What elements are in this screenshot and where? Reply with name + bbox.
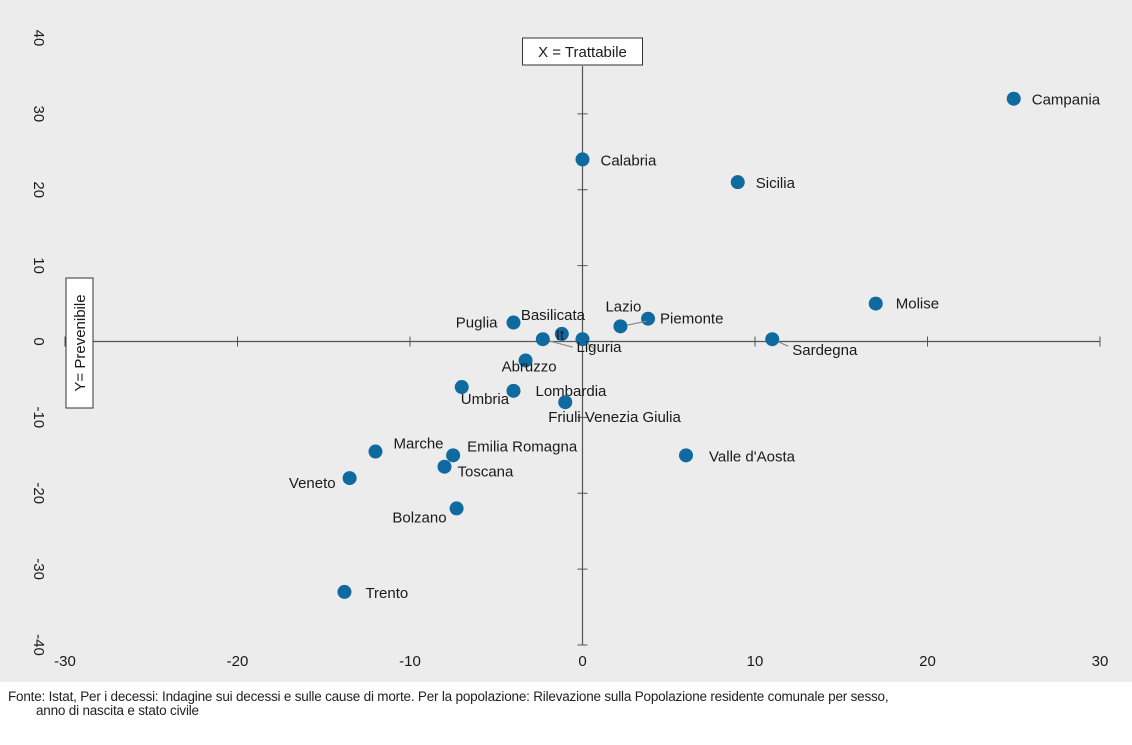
point-lazio (613, 319, 628, 334)
point-calabria (575, 152, 590, 167)
point-puglia (506, 315, 521, 330)
point-label-lombardia: Lombardia (536, 383, 608, 400)
point-molise (868, 296, 883, 311)
point-umbria (454, 380, 469, 395)
point-veneto (342, 471, 357, 486)
point-label-veneto: Veneto (289, 475, 336, 492)
point-sardegna (765, 332, 780, 347)
y-tick-label: 0 (30, 337, 47, 345)
x-tick-label: -10 (399, 653, 421, 670)
point-label-bolzano: Bolzano (392, 509, 446, 526)
y-tick-label: 20 (30, 181, 47, 198)
point-label-calabria: Calabria (601, 152, 658, 169)
point-emilia-romagna (446, 448, 461, 463)
point-label-it: It (556, 327, 565, 344)
point-label-emilia-romagna: Emilia Romagna (467, 438, 578, 455)
point-lombardia (506, 383, 521, 398)
point-label-sardegna: Sardegna (792, 342, 858, 359)
y-axis-title-box (65, 277, 94, 409)
x-tick-label: 30 (1092, 653, 1109, 670)
point-label-marche: Marche (394, 436, 444, 453)
source-line-1: Fonte: Istat, Per i decessi: Indagine su… (8, 689, 889, 704)
y-tick-label: -20 (30, 482, 47, 504)
point-label-liguria: Liguria (577, 339, 623, 356)
point-trento (337, 584, 352, 599)
point-toscana (437, 459, 452, 474)
point-friuli-venezia-giulia (558, 395, 573, 410)
point-label-campania: Campania (1032, 92, 1101, 109)
point-label-valle-d-aosta: Valle d'Aosta (709, 448, 796, 465)
x-tick-label: 20 (919, 653, 936, 670)
x-axis-title-box (522, 37, 643, 66)
y-tick-label: 30 (30, 106, 47, 123)
y-tick-label: -40 (30, 634, 47, 656)
point-marche (368, 444, 383, 459)
x-axis-title: X = Trattabile (538, 44, 627, 61)
point-label-puglia: Puglia (456, 315, 498, 332)
point-label-sicilia: Sicilia (756, 175, 796, 192)
source-note: Fonte: Istat, Per i decessi: Indagine su… (8, 690, 1126, 718)
point-label-trento: Trento (365, 585, 408, 602)
point-sicilia (730, 175, 745, 190)
point-label-molise: Molise (896, 296, 939, 313)
y-tick-label: -30 (30, 558, 47, 580)
y-tick-label: -10 (30, 407, 47, 429)
scatter-chart: -30 -20 -10 0 10 20 30 -40 -30 -20 -10 0 10 20 30 40 X =… (30, 30, 1109, 670)
point-bolzano (449, 501, 464, 516)
point-label-toscana: Toscana (458, 464, 515, 481)
point-valle-d-aosta (679, 448, 693, 463)
point-liguria (575, 332, 590, 347)
point-piemonte (641, 311, 656, 326)
point-label-abruzzo: Abruzzo (502, 358, 557, 375)
point-label-lazio: Lazio (605, 298, 641, 315)
x-tick-label: -30 (54, 653, 76, 670)
y-tick-label: 40 (30, 30, 47, 47)
point-label-piemonte: Piemonte (660, 311, 723, 328)
point-abruzzo (518, 353, 533, 368)
y-axis-title: Y= Prevenibile (72, 294, 89, 391)
x-tick-label: -20 (227, 653, 249, 670)
point-label-friuli-venezia-giulia: Friuli Venezia Giulia (548, 409, 681, 426)
point-campania (1006, 91, 1021, 106)
x-tick-label: 0 (578, 653, 586, 670)
point-label-basilicata: Basilicata (521, 307, 586, 324)
x-tick-label: 10 (747, 653, 764, 670)
y-tick-label: 10 (30, 257, 47, 274)
point-label-umbria: Umbria (461, 391, 510, 408)
source-line-2: anno di nascita e stato civile (36, 703, 199, 718)
point-it (554, 326, 569, 341)
point-basilicata (535, 332, 550, 347)
